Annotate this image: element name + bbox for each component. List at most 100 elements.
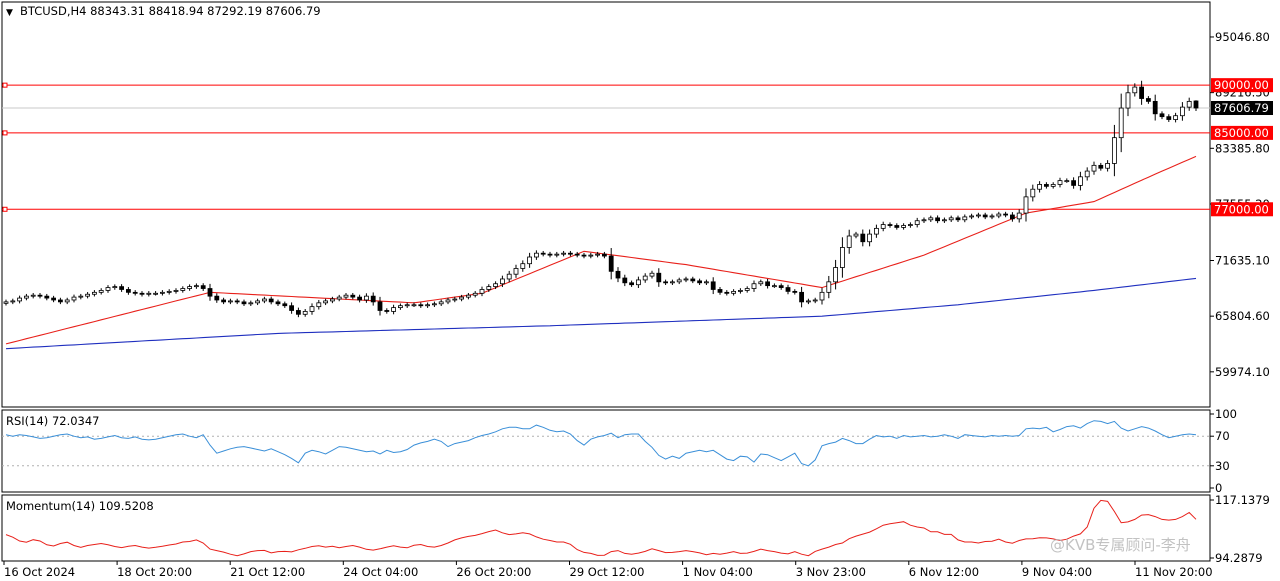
candle-body	[363, 295, 369, 301]
candle-body	[370, 295, 376, 303]
collapse-arrow-icon[interactable]: ▼	[6, 8, 13, 18]
candle-body	[901, 225, 906, 228]
candle-body	[1139, 86, 1144, 99]
horizontal-levels[interactable]: 90000.00 85000.00 77000.00 87606.79	[2, 78, 1273, 217]
candle-body	[153, 292, 159, 295]
time-tick-label: 9 Nov 04:00	[1022, 565, 1092, 579]
candle-body	[37, 294, 43, 297]
candle-body	[506, 273, 512, 280]
candle-body	[955, 217, 961, 221]
candle-body	[126, 289, 131, 293]
price-tick-label: 95046.80	[1215, 30, 1270, 44]
momentum-panel	[1, 494, 1211, 562]
candle-body	[697, 280, 702, 284]
candle-body	[819, 291, 825, 301]
candle-body	[1118, 107, 1124, 139]
candle-body	[921, 219, 927, 222]
candle-body	[1064, 180, 1070, 183]
candle-body	[377, 301, 383, 311]
candle-body	[588, 254, 594, 257]
candle-body	[207, 288, 213, 297]
candle-body	[690, 278, 696, 282]
candle-body	[649, 272, 655, 277]
level-label-bg	[1211, 202, 1273, 217]
level-anchor-icon[interactable]	[2, 82, 8, 88]
candle-body	[431, 303, 437, 306]
candle-body	[765, 281, 770, 287]
candle-body	[826, 281, 832, 293]
candle-body	[105, 287, 111, 291]
time-axis: 16 Oct 2024 18 Oct 20:00 21 Oct 12:00 24 Oc…	[3, 561, 1213, 579]
candle-body	[180, 288, 186, 291]
moving-averages	[5, 155, 1197, 350]
candle-body	[656, 272, 662, 283]
candle-body	[1050, 184, 1056, 187]
time-tick-label: 1 Nov 04:00	[683, 565, 753, 579]
time-tick-label: 11 Nov 20:00	[1135, 565, 1213, 579]
candle-body	[418, 304, 424, 307]
candle-body	[58, 299, 63, 303]
candle-body	[833, 267, 838, 283]
candle-body	[261, 298, 267, 302]
rsi-tick-label: 100	[1215, 407, 1237, 421]
candle-body	[316, 302, 322, 308]
level-anchor-icon[interactable]	[2, 130, 8, 136]
current-price-bg	[1211, 101, 1273, 116]
rsi-title: RSI(14) 72.0347	[6, 414, 100, 428]
price-tick-label: 83385.80	[1215, 141, 1270, 155]
time-tick-label: 6 Nov 12:00	[909, 565, 979, 579]
candle-body	[663, 281, 668, 284]
candle-body	[717, 289, 723, 293]
candle-body	[336, 296, 342, 300]
candle-body	[289, 305, 295, 311]
candle-body	[64, 299, 70, 303]
candle-body	[751, 283, 757, 289]
candle-body	[493, 283, 499, 288]
time-tick-label: 16 Oct 2024	[4, 565, 75, 579]
candle-body	[404, 304, 410, 307]
candle-body	[295, 310, 301, 315]
candle-body	[465, 294, 471, 298]
time-tick-label: 18 Oct 20:00	[117, 565, 192, 579]
candle-body	[860, 233, 866, 243]
candle-body	[1159, 113, 1165, 118]
candle-body	[255, 300, 261, 304]
candle-body	[928, 217, 934, 221]
candle-body	[1030, 188, 1036, 198]
candle-body	[1098, 164, 1104, 169]
candle-body	[874, 227, 879, 235]
candle-body	[98, 290, 104, 293]
candle-body	[227, 300, 233, 303]
candle-body	[51, 297, 56, 301]
candle-body	[738, 290, 743, 292]
candle-body	[676, 279, 682, 283]
candle-body	[1186, 100, 1192, 108]
price-tick-label: 71635.10	[1215, 253, 1270, 267]
candle-body	[962, 216, 968, 221]
candle-body	[527, 256, 532, 265]
level-anchor-icon[interactable]	[2, 206, 8, 212]
momentum-line	[5, 499, 1197, 557]
candle-body	[683, 278, 689, 281]
level-label: 90000.00	[1214, 78, 1269, 92]
fast-moving-average	[5, 155, 1197, 345]
candle-body	[976, 214, 981, 217]
candle-body	[3, 301, 9, 304]
candle-body	[119, 286, 124, 290]
rsi-tick-label: 30	[1215, 459, 1230, 473]
candle-body	[357, 296, 363, 301]
candle-body	[350, 294, 356, 298]
candle-body	[948, 217, 954, 221]
candle-body	[812, 299, 818, 302]
candle-body	[472, 292, 478, 296]
candle-body	[840, 247, 845, 268]
candle-body	[438, 301, 444, 305]
candle-body	[608, 255, 614, 272]
candle-body	[445, 299, 451, 303]
main-price-panel	[1, 1, 1211, 408]
candle-body	[568, 252, 573, 255]
candle-body	[867, 233, 872, 243]
candle-body	[642, 275, 648, 281]
watermark: @KVB专属顾问-李舟	[1050, 536, 1191, 554]
